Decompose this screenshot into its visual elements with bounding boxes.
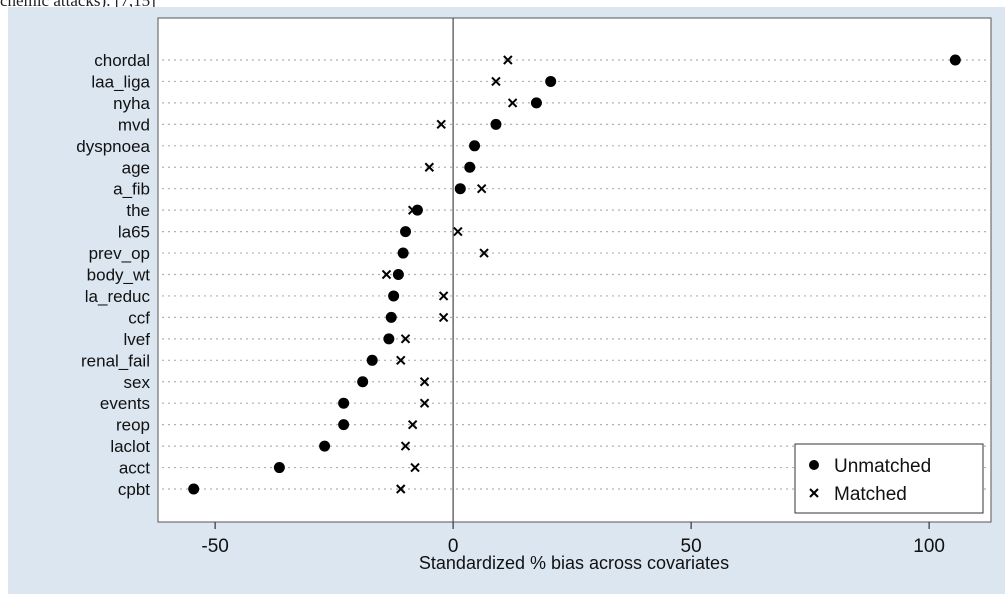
matched-point-laclot [400,441,411,451]
y-label-a_fib: a_fib [113,180,150,199]
y-label-dyspnoea: dyspnoea [76,137,150,156]
matched-point-nyha [507,98,518,108]
y-label-cpbt: cpbt [118,480,150,499]
matched-point-events [419,398,430,408]
x-tick-label-100: 100 [913,536,945,557]
caption-fragment: chemic attacks). [7,15] [0,0,156,10]
unmatched-point-renal_fail [366,354,378,366]
matched-point-sex [419,377,430,387]
unmatched-point-laclot [319,440,331,452]
y-label-the: the [126,201,150,220]
y-label-mvd: mvd [118,115,150,134]
matched-point-laa_liga [491,76,501,87]
y-label-ccf: ccf [128,308,150,327]
legend-box [794,443,984,514]
x-axis-label: Standardized % bias across covariates [419,553,729,573]
y-label-nyha: nyha [113,94,150,113]
unmatched-point-acct [273,462,285,474]
x-tick-label-50: 50 [681,536,702,557]
y-label-chordal: chordal [94,51,150,70]
data-markers [188,54,961,495]
matched-point-prev_op [479,248,489,258]
unmatched-point-lvef [383,333,395,345]
unmatched-point-a_fib [454,183,466,195]
y-label-la65: la65 [118,223,150,242]
matched-point-body_wt [381,269,392,280]
legend-unmatched-label: Unmatched [834,456,931,477]
y-label-laa_liga: laa_liga [91,72,150,91]
y-label-reop: reop [116,416,150,435]
matched-point-the [407,205,418,215]
x-axis: -50 0 50 100 [201,522,945,557]
x-tick-label-0: 0 [448,536,459,557]
y-label-events: events [100,394,150,413]
matched-point-la65 [453,226,463,237]
unmatched-point-events [338,397,350,409]
matched-point-chordal [503,55,513,65]
unmatched-point-nyha [530,97,542,109]
matched-point-reop [407,419,418,430]
unmatched-point-laa_liga [545,75,557,87]
matched-point-acct [410,462,420,473]
unmatched-point-reop [338,419,350,431]
y-label-lvef: lvef [124,330,151,349]
y-label-prev_op: prev_op [89,244,150,263]
unmatched-point-sex [357,376,369,388]
plot-area [157,17,992,523]
matched-point-la_reduc [438,291,449,301]
x-tick-label--50: -50 [201,536,228,557]
unmatched-point-mvd [490,118,502,130]
unmatched-point-la_reduc [388,290,400,302]
y-label-age: age [122,158,150,177]
unmatched-point-prev_op [397,247,409,259]
unmatched-point-chordal [949,54,961,66]
unmatched-point-la65 [400,226,412,238]
matched-point-mvd [436,119,446,130]
y-label-renal_fail: renal_fail [81,351,150,370]
matched-point-ccf [438,312,449,323]
matched-point-lvef [400,334,411,344]
matched-point-age [424,162,435,172]
unmatched-point-cpbt [188,483,200,495]
matched-point-a_fib [476,183,487,194]
matched-point-renal_fail [396,355,406,366]
unmatched-point-age [464,161,476,173]
legend-unmatched-marker [809,460,819,470]
legend-matched-marker [809,488,819,498]
unmatched-point-body_wt [392,269,404,280]
y-label-acct: acct [119,459,150,478]
y-label-laclot: laclot [110,437,150,456]
legend: Unmatched Matched [794,443,984,514]
y-label-la_reduc: la_reduc [85,287,151,306]
unmatched-point-dyspnoea [469,140,481,152]
legend-matched-label: Matched [834,484,907,505]
unmatched-point-ccf [385,311,397,323]
matched-point-cpbt [396,484,406,494]
y-label-sex: sex [124,373,151,392]
y-label-body_wt: body_wt [87,266,151,285]
